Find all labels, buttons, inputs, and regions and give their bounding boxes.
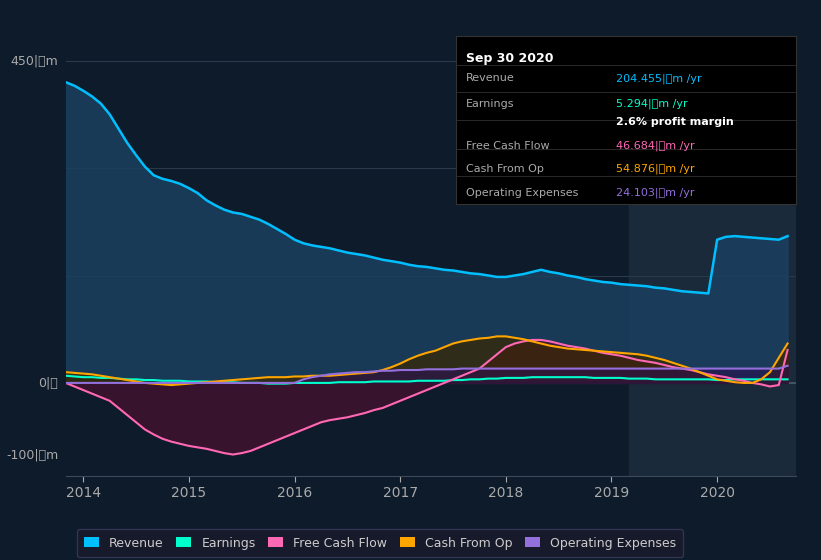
Bar <box>629 39 796 476</box>
Text: 450|ฮm: 450|ฮm <box>11 54 58 67</box>
Text: Cash From Op: Cash From Op <box>466 164 544 174</box>
Text: Free Cash Flow: Free Cash Flow <box>466 141 549 151</box>
Text: 54.876|ฮm /yr: 54.876|ฮm /yr <box>616 164 695 174</box>
Text: Operating Expenses: Operating Expenses <box>466 188 578 198</box>
Text: 5.294|ฮm /yr: 5.294|ฮm /yr <box>616 99 687 109</box>
Text: 2.6% profit margin: 2.6% profit margin <box>616 117 733 127</box>
Text: 0|ฮ: 0|ฮ <box>39 376 58 389</box>
Text: 204.455|ฮm /yr: 204.455|ฮm /yr <box>616 73 701 83</box>
Text: 24.103|ฮm /yr: 24.103|ฮm /yr <box>616 188 695 198</box>
Text: -100|ฮm: -100|ฮm <box>6 448 58 461</box>
Text: Sep 30 2020: Sep 30 2020 <box>466 52 553 64</box>
Text: 46.684|ฮm /yr: 46.684|ฮm /yr <box>616 141 695 151</box>
Text: Earnings: Earnings <box>466 99 515 109</box>
Text: Revenue: Revenue <box>466 73 515 83</box>
Legend: Revenue, Earnings, Free Cash Flow, Cash From Op, Operating Expenses: Revenue, Earnings, Free Cash Flow, Cash … <box>76 529 683 557</box>
